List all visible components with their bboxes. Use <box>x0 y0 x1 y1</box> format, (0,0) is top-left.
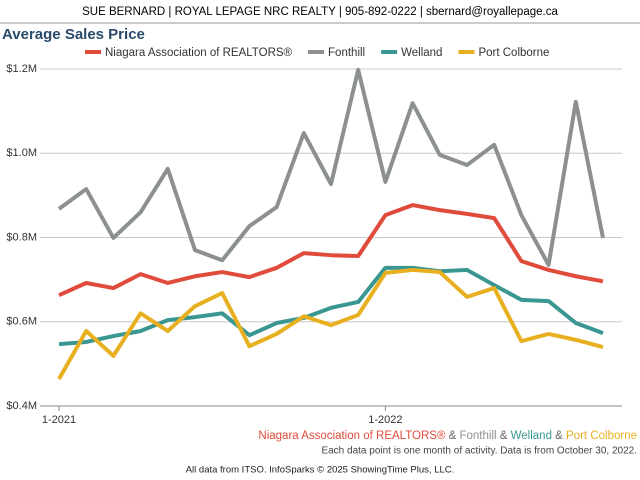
series-line <box>57 267 604 381</box>
note: Each data point is one month of activity… <box>321 446 637 457</box>
x-tick-label: 1-2021 <box>42 414 76 426</box>
y-tick-label: $1.0M <box>6 147 37 159</box>
x-tick-label: 1-2022 <box>368 414 402 426</box>
legend-caption-name: Port Colborne <box>566 430 637 442</box>
legend-label: Fonthill <box>328 47 365 59</box>
legend-caption: Niagara Association of REALTORS® & Fonth… <box>258 430 637 442</box>
header: SUE BERNARD | ROYAL LEPAGE NRC REALTY | … <box>82 6 558 18</box>
y-tick-label: $0.6M <box>6 316 37 328</box>
chart-title: Average Sales Price <box>2 26 145 43</box>
legend-caption-name: Welland <box>511 430 552 442</box>
legend-label: Port Colborne <box>478 47 549 59</box>
legend-caption-name: Niagara Association of REALTORS® <box>258 430 446 442</box>
legend-separator: & <box>497 430 511 442</box>
legend-label: Niagara Association of REALTORS® <box>105 47 293 59</box>
y-tick-label: $0.8M <box>6 231 37 243</box>
footer: All data from ITSO. InfoSparks © 2025 Sh… <box>186 465 455 476</box>
y-tick-label: $0.4M <box>6 400 37 412</box>
legend-caption-name: Fonthill <box>459 430 496 442</box>
series-line <box>57 67 605 267</box>
legend-label: Welland <box>401 47 442 59</box>
series-line <box>58 265 604 347</box>
y-tick-label: $1.2M <box>6 63 37 75</box>
series-line <box>58 203 604 298</box>
legend-separator: & <box>445 430 459 442</box>
legend-separator: & <box>552 430 566 442</box>
